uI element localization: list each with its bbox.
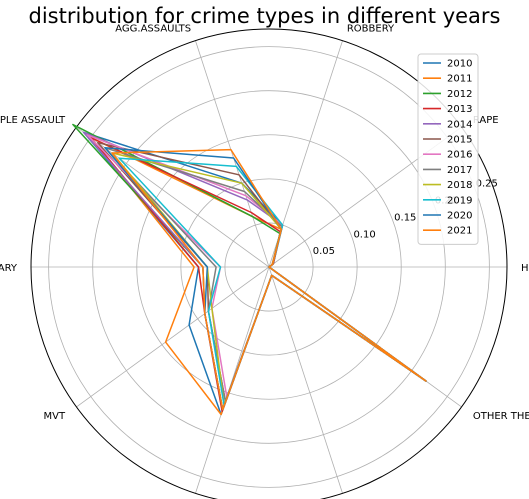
legend-label: 2012 xyxy=(447,89,472,100)
legend-label: 2015 xyxy=(447,135,472,146)
category-label: BURGLARY xyxy=(0,263,18,274)
legend: 2010 2011 2012 2013 2014 2015 2016 2017 2018 2019… xyxy=(417,53,479,245)
category-label: AGG.ASSAULTS xyxy=(115,23,191,34)
radial-tick-label: 0.25 xyxy=(476,179,498,190)
category-label: HOMICIDE xyxy=(521,263,529,274)
radar-labels: 0.050.100.150.200.25HOMICIDERAPEROBBERYA… xyxy=(0,23,529,422)
series-line-2017 xyxy=(104,147,427,402)
legend-label: 2010 xyxy=(447,59,472,70)
category-label: SIMPLE ASSAULT xyxy=(0,115,66,126)
legend-label: 2018 xyxy=(447,180,472,191)
category-label: OTHER THEFT xyxy=(473,411,529,422)
legend-box xyxy=(417,53,479,245)
series-line-2016 xyxy=(86,134,427,398)
series-line-2018 xyxy=(111,152,427,407)
category-label: ROBBERY xyxy=(347,23,395,34)
series-line-2014 xyxy=(82,131,427,411)
legend-label: 2017 xyxy=(447,165,472,176)
legend-label: 2021 xyxy=(447,226,472,237)
category-label: RAPE xyxy=(473,115,499,126)
spoke-line xyxy=(76,266,270,408)
radar-series xyxy=(72,123,427,416)
grid-ring xyxy=(180,178,358,356)
outer-frame xyxy=(30,28,508,499)
series-line-2021 xyxy=(111,148,427,411)
grid-ring xyxy=(48,46,490,488)
spoke-line xyxy=(76,126,270,268)
radial-tick-label: 0.10 xyxy=(353,229,375,240)
category-label: MVT xyxy=(44,411,66,422)
radial-tick-label: 0.15 xyxy=(394,212,416,223)
legend-label: 2019 xyxy=(447,195,472,206)
series-line-2011 xyxy=(89,136,427,416)
legend-label: 2020 xyxy=(447,211,472,222)
spoke-line xyxy=(195,40,270,268)
grid-ring xyxy=(136,134,402,400)
legend-label: 2013 xyxy=(447,104,472,115)
legend-label: 2011 xyxy=(447,74,472,85)
spoke-line xyxy=(268,266,343,494)
grid-ring xyxy=(92,90,446,444)
legend-label: 2014 xyxy=(447,119,472,130)
chart-title: distribution for crime types in differen… xyxy=(28,4,501,28)
grid-ring xyxy=(224,222,314,312)
legend-label: 2016 xyxy=(447,150,472,161)
radial-tick-label: 0.05 xyxy=(313,246,335,257)
